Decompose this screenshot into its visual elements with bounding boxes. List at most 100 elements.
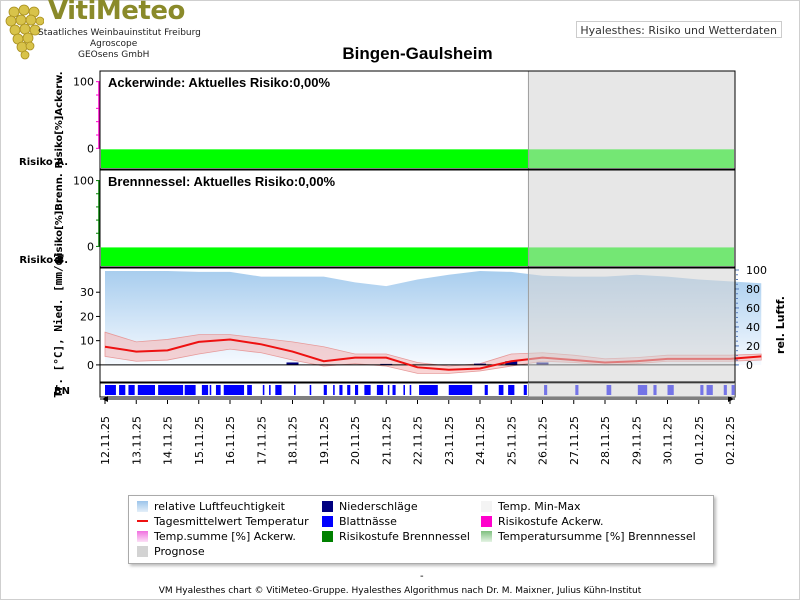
leaf-wetness-segment [498,385,504,395]
legend-item-risk-ackerwinde: Risikostufe Ackerw. [481,515,603,529]
leaf-wetness-segment [262,385,265,395]
legend: relative Luftfeuchtigkeit Niederschläge … [128,495,714,564]
date-tick-label: 22.11.25 [412,416,425,465]
legend-item-humidity: relative Luftfeuchtigkeit [137,500,285,514]
date-tick-label: 15.11.25 [193,416,206,465]
risk-stripe-label: Risiko A. [19,157,68,168]
date-tick-label: 18.11.25 [287,416,300,465]
legend-swatch-leaf-wetness [322,516,333,527]
humidity-tick-label: 60 [746,302,760,315]
precipitation-bar [286,362,299,365]
forecast-shade [528,71,735,397]
date-tick-label: 16.11.25 [224,416,237,465]
leaf-wetness-label: BN [54,386,70,397]
date-tick-label: 12.11.25 [99,416,112,465]
legend-swatch-humidity [137,501,148,512]
leaf-wetness-segment [355,385,359,395]
temp-axis-label: Tr. [°C], Nied. [mm/d] [52,252,65,398]
legend-label: Risikostufe Ackerw. [498,515,604,528]
leaf-wetness-segment [209,385,212,395]
legend-label: Temperatursumme [%] Brennnessel [498,530,696,543]
risk-axis-label: Risiko[%]Ackerw. [54,71,65,168]
leaf-wetness-segment [247,385,252,395]
leaf-wetness-segment [364,385,371,395]
risk-tick-label: 0 [87,142,94,155]
leaf-wetness-segment [523,385,527,395]
temp-tick-label: 30 [80,286,94,299]
legend-swatch-temperature-line [137,520,148,522]
legend-label: Tagesmittelwert Temperatur [154,515,309,528]
leaf-wetness-segment [376,385,384,395]
legend-label: Niederschläge [339,500,418,513]
date-tick-label: 24.11.25 [474,416,487,465]
leaf-wetness-segment [347,385,351,395]
temp-tick-label: 10 [80,335,94,348]
panel-border [99,70,736,170]
leaf-wetness-segment [184,385,196,395]
date-tick-label: 23.11.25 [443,416,456,465]
humidity-tick-label: 40 [746,321,760,334]
date-tick-label: 30.11.25 [662,416,675,465]
leaf-wetness-segment [419,385,438,395]
risk-panel-title: Ackerwinde: Aktuelles Risiko:0,00% [108,75,330,90]
date-tick-label: 02.12.25 [724,416,737,465]
humidity-axis-label: rel. Luftf. [774,296,787,354]
leaf-wetness-segment [201,385,209,395]
humidity-tick-label: 20 [746,340,760,353]
legend-label: relative Luftfeuchtigkeit [154,500,285,513]
legend-item-tempsum-brennnessel: Temperatursumme [%] Brennnessel [481,530,696,544]
leaf-wetness-segment [128,385,135,395]
legend-swatch-prognose [137,546,148,557]
leaf-wetness-segment [275,385,282,395]
leaf-wetness-segment [403,385,405,395]
date-tick-label: 29.11.25 [630,416,643,465]
leaf-wetness-segment [339,385,343,395]
leaf-wetness-segment [119,385,126,395]
date-tick-label: 13.11.25 [130,416,143,465]
date-tick-label: 14.11.25 [162,416,175,465]
leaf-wetness-segment [223,385,245,395]
footer-credit: VM Hyalesthes chart © VitiMeteo-Gruppe. … [158,586,642,596]
date-tick-label: 19.11.25 [318,416,331,465]
leaf-wetness-segment [392,385,396,395]
temp-tick-label: 0 [87,359,94,372]
risk-stripe-label: Risiko B. [19,255,68,266]
date-tick-label: 26.11.25 [537,416,550,465]
leaf-wetness-segment [105,385,116,395]
date-tick-label: 17.11.25 [255,416,268,465]
grape-cluster-icon [5,4,44,60]
risk-axis-label: Risiko[%]Brenn. [54,173,65,263]
legend-item-leaf-wetness: Blattnässe [322,515,397,529]
date-tick-label: 21.11.25 [380,416,393,465]
date-tick-label: 01.12.25 [693,416,706,465]
leaf-wetness-segment [269,385,271,395]
leaf-wetness-segment [448,385,473,395]
risk-tick-label: 100 [73,175,94,188]
leaf-wetness-segment [323,385,327,395]
legend-label: Risikostufe Brennnessel [339,530,470,543]
legend-item-tempsum-ackerwinde: Temp.summe [%] Ackerw. [137,530,296,544]
logo-line-geosens: GEOsens GmbH [78,50,150,60]
humidity-tick-label: 0 [746,359,753,372]
risk-tick-label: 100 [73,76,94,89]
humidity-tick-label: 100 [746,264,767,277]
legend-item-prognose: Prognose [137,545,205,559]
legend-label: Blattnässe [339,515,397,528]
precipitation-bar [474,363,486,365]
leaf-wetness-segment [484,385,488,395]
leaf-wetness-segment [508,385,515,395]
legend-swatch-tempsum-brennnessel [481,531,492,542]
precipitation-bar [505,361,518,365]
logo-title: VitiMeteo [48,0,185,26]
legend-label: Prognose [154,545,205,558]
footer-dash: - [420,571,424,582]
leaf-wetness-segment [409,385,412,395]
leaf-wetness-segment [158,385,184,395]
legend-swatch-tempsum-ackerwinde [137,531,148,542]
panel-border [99,169,736,268]
legend-swatch-temp-min-max [481,501,492,512]
date-tick-label: 28.11.25 [599,416,612,465]
leaf-wetness-segment [215,385,221,395]
leaf-wetness-segment [294,385,296,395]
